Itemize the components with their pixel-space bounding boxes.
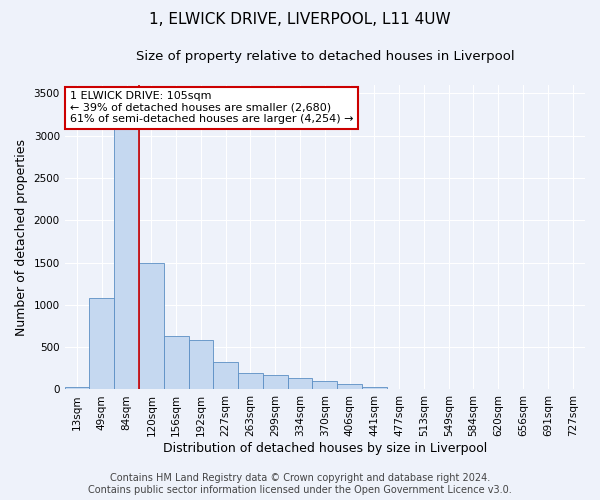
Bar	[214, 362, 238, 390]
Title: Size of property relative to detached houses in Liverpool: Size of property relative to detached ho…	[136, 50, 514, 63]
Bar	[164, 336, 188, 390]
Bar	[337, 384, 362, 390]
Text: Contains HM Land Registry data © Crown copyright and database right 2024.
Contai: Contains HM Land Registry data © Crown c…	[88, 474, 512, 495]
Text: 1, ELWICK DRIVE, LIVERPOOL, L11 4UW: 1, ELWICK DRIVE, LIVERPOOL, L11 4UW	[149, 12, 451, 28]
Bar	[387, 388, 412, 390]
X-axis label: Distribution of detached houses by size in Liverpool: Distribution of detached houses by size …	[163, 442, 487, 455]
Bar	[263, 374, 287, 390]
Bar	[238, 372, 263, 390]
Bar	[313, 381, 337, 390]
Bar	[89, 298, 114, 390]
Bar	[362, 387, 387, 390]
Text: 1 ELWICK DRIVE: 105sqm
← 39% of detached houses are smaller (2,680)
61% of semi-: 1 ELWICK DRIVE: 105sqm ← 39% of detached…	[70, 91, 353, 124]
Bar	[139, 264, 164, 390]
Y-axis label: Number of detached properties: Number of detached properties	[15, 138, 28, 336]
Bar	[287, 378, 313, 390]
Bar	[114, 113, 139, 390]
Bar	[65, 387, 89, 390]
Bar	[188, 340, 214, 390]
